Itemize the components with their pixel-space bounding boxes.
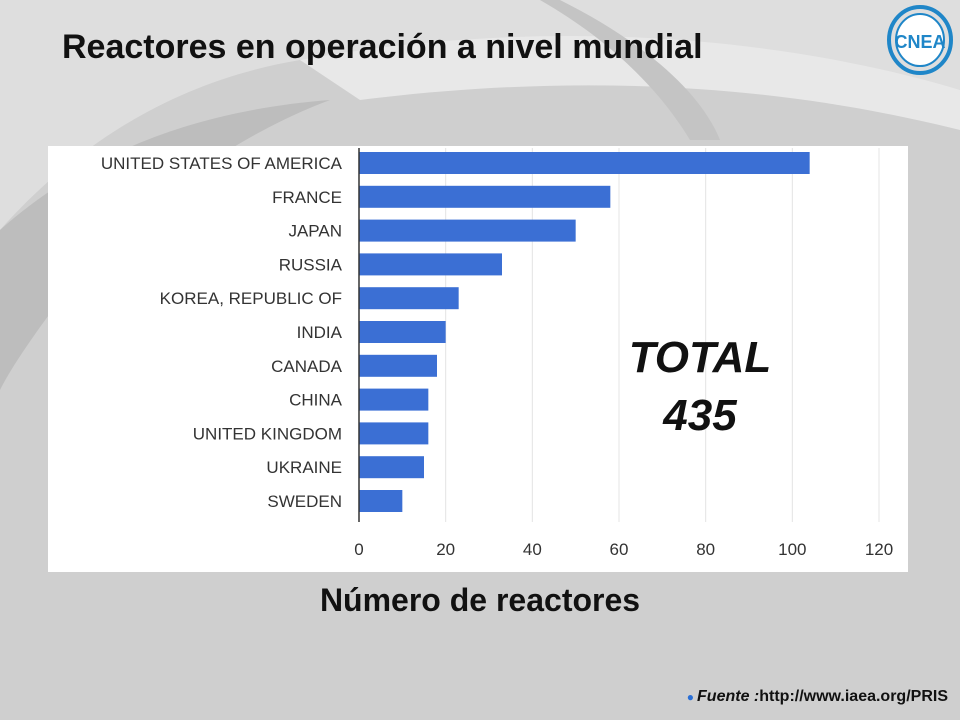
tick-label: 20 <box>436 540 455 559</box>
category-label: UNITED KINGDOM <box>193 424 342 443</box>
category-label: SWEDEN <box>267 492 342 511</box>
bar <box>359 321 446 343</box>
source-label: Fuente : <box>697 688 760 705</box>
category-label: RUSSIA <box>279 255 343 274</box>
logo-text: CNEA <box>894 32 945 52</box>
tick-label: 0 <box>354 540 363 559</box>
tick-label: 120 <box>865 540 893 559</box>
tick-label: 100 <box>778 540 806 559</box>
bar <box>359 422 429 445</box>
bar-chart: UNITED STATES OF AMERICA FRANCE JAPAN RUSSI… <box>48 146 908 572</box>
bar <box>359 456 424 479</box>
category-label: KOREA, REPUBLIC OF <box>160 289 342 308</box>
total-value: 435 <box>663 391 737 440</box>
bullet-icon: ● <box>686 690 695 704</box>
cnea-logo-icon: CNEA <box>887 5 953 75</box>
bar <box>359 388 429 411</box>
slide-title: Reactores en operación a nivel mundial <box>62 28 703 66</box>
tick-label: 80 <box>696 540 715 559</box>
category-label: JAPAN <box>288 222 342 241</box>
total-callout: TOTAL 435 <box>600 330 800 446</box>
bar <box>359 185 611 208</box>
source-link[interactable]: http://www.iaea.org/PRIS <box>759 688 948 705</box>
category-label: CHINA <box>289 391 343 410</box>
bar <box>359 490 403 512</box>
bar <box>359 253 502 276</box>
total-label: TOTAL <box>628 333 772 382</box>
category-label: CANADA <box>271 357 343 376</box>
category-label: INDIA <box>297 323 343 342</box>
category-label: FRANCE <box>272 188 342 207</box>
tick-label: 40 <box>523 540 542 559</box>
tick-label: 60 <box>610 540 629 559</box>
bar <box>359 354 437 377</box>
x-axis-caption: Número de reactores <box>319 582 641 618</box>
bar <box>359 219 576 242</box>
bar <box>359 287 459 310</box>
category-label: UKRAINE <box>266 458 342 477</box>
source-citation: ● Fuente :http://www.iaea.org/PRIS <box>687 688 948 706</box>
chart-canvas: UNITED STATES OF AMERICA FRANCE JAPAN RUSSI… <box>101 148 893 559</box>
bar <box>359 152 810 174</box>
category-label: UNITED STATES OF AMERICA <box>101 154 343 173</box>
